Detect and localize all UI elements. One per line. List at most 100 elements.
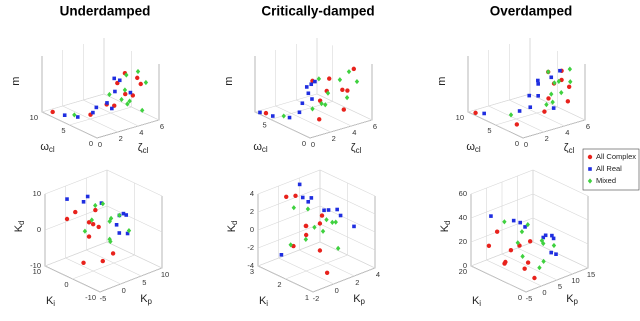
x-tick-label: 4 (139, 128, 143, 137)
label-text: ω (253, 141, 262, 153)
point (125, 231, 130, 236)
x-tick-label: 2 (355, 278, 359, 287)
grid-line (99, 196, 163, 293)
x-tick-label: 2 (332, 134, 336, 143)
label-text: K (472, 295, 480, 307)
point (291, 205, 297, 211)
point (525, 222, 530, 228)
x-tick-label: 0 (122, 286, 126, 295)
label-subscript: d (230, 221, 239, 225)
point (300, 101, 305, 106)
grid-line (254, 56, 311, 139)
point (127, 98, 132, 104)
point (309, 82, 314, 87)
grid-line (470, 241, 589, 269)
point (125, 101, 130, 107)
x-tick-label: -5 (526, 294, 533, 303)
point (143, 79, 149, 86)
point (279, 253, 284, 257)
legend-label: All Complex (596, 152, 636, 161)
point (341, 107, 347, 112)
point (124, 213, 129, 217)
point (489, 214, 493, 218)
point (128, 90, 133, 95)
label-text: ω (466, 141, 475, 153)
grid-line (41, 38, 105, 113)
chart-title: Critically-damped (261, 4, 374, 19)
point (326, 208, 331, 212)
points (50, 68, 149, 119)
point (320, 228, 326, 234)
point (306, 200, 311, 204)
point (536, 78, 540, 83)
grid-line (470, 193, 589, 221)
x-tick-label: 6 (373, 122, 377, 131)
grid-line (275, 50, 331, 133)
legend-marker (588, 167, 592, 171)
y-tick-label: 0 (515, 139, 519, 148)
point (62, 113, 67, 117)
point (293, 193, 298, 198)
point (514, 122, 520, 127)
z-tick-label: 40 (459, 213, 467, 222)
grid-line (65, 186, 121, 285)
points (473, 66, 573, 127)
axes-box (44, 241, 163, 269)
y-tick-label: 3 (250, 267, 254, 276)
y-tick-label: 10 (33, 267, 41, 276)
point (121, 211, 126, 216)
point (338, 213, 343, 218)
x-tick-label: 5 (558, 282, 562, 291)
x-axis-label: Kp (140, 293, 152, 306)
x-tick-label: 0 (524, 140, 528, 149)
grid-line (69, 51, 132, 126)
point (107, 91, 112, 98)
z-tick-label: 10 (33, 189, 41, 198)
y-axis-label: Ki (259, 295, 268, 308)
axes-box (41, 56, 160, 139)
point (354, 78, 360, 85)
label-text: K (353, 293, 361, 305)
point (522, 266, 527, 271)
x-tick-label: 10 (161, 270, 169, 279)
label-subscript: i (53, 299, 55, 308)
point (351, 66, 357, 72)
x-tick-label: -2 (313, 294, 320, 303)
point (117, 212, 122, 218)
grid-line (501, 182, 558, 281)
point (519, 229, 525, 235)
label-text: K (140, 293, 148, 305)
point (518, 220, 522, 225)
point (327, 76, 332, 81)
point (126, 228, 132, 234)
label-subscript: p (574, 297, 579, 306)
point (335, 207, 339, 212)
point (309, 196, 314, 200)
z-axis-label: m (436, 77, 448, 86)
chart-title: Underdamped (60, 4, 151, 19)
point (65, 197, 69, 201)
grid-line (522, 64, 586, 139)
grid-line (44, 241, 163, 269)
point (542, 109, 547, 114)
grid-line (257, 187, 376, 215)
grid-line (257, 169, 376, 197)
y-axis-label: ωcl (466, 141, 481, 154)
point (567, 66, 573, 72)
label-subscript: cl (569, 146, 575, 155)
point (537, 265, 542, 271)
label-subscript: cl (356, 146, 362, 155)
point (86, 220, 92, 225)
label-subscript: cl (49, 145, 55, 154)
grid-line (44, 194, 101, 293)
point (310, 97, 314, 101)
y-tick-label: 5 (487, 126, 491, 135)
point (96, 224, 101, 230)
z-axis-label: Kd (226, 221, 239, 233)
point (556, 78, 562, 84)
point (100, 258, 105, 264)
point (346, 69, 352, 75)
point (304, 85, 309, 89)
x-tick-label: 0 (98, 140, 102, 149)
grid-line (316, 38, 373, 121)
